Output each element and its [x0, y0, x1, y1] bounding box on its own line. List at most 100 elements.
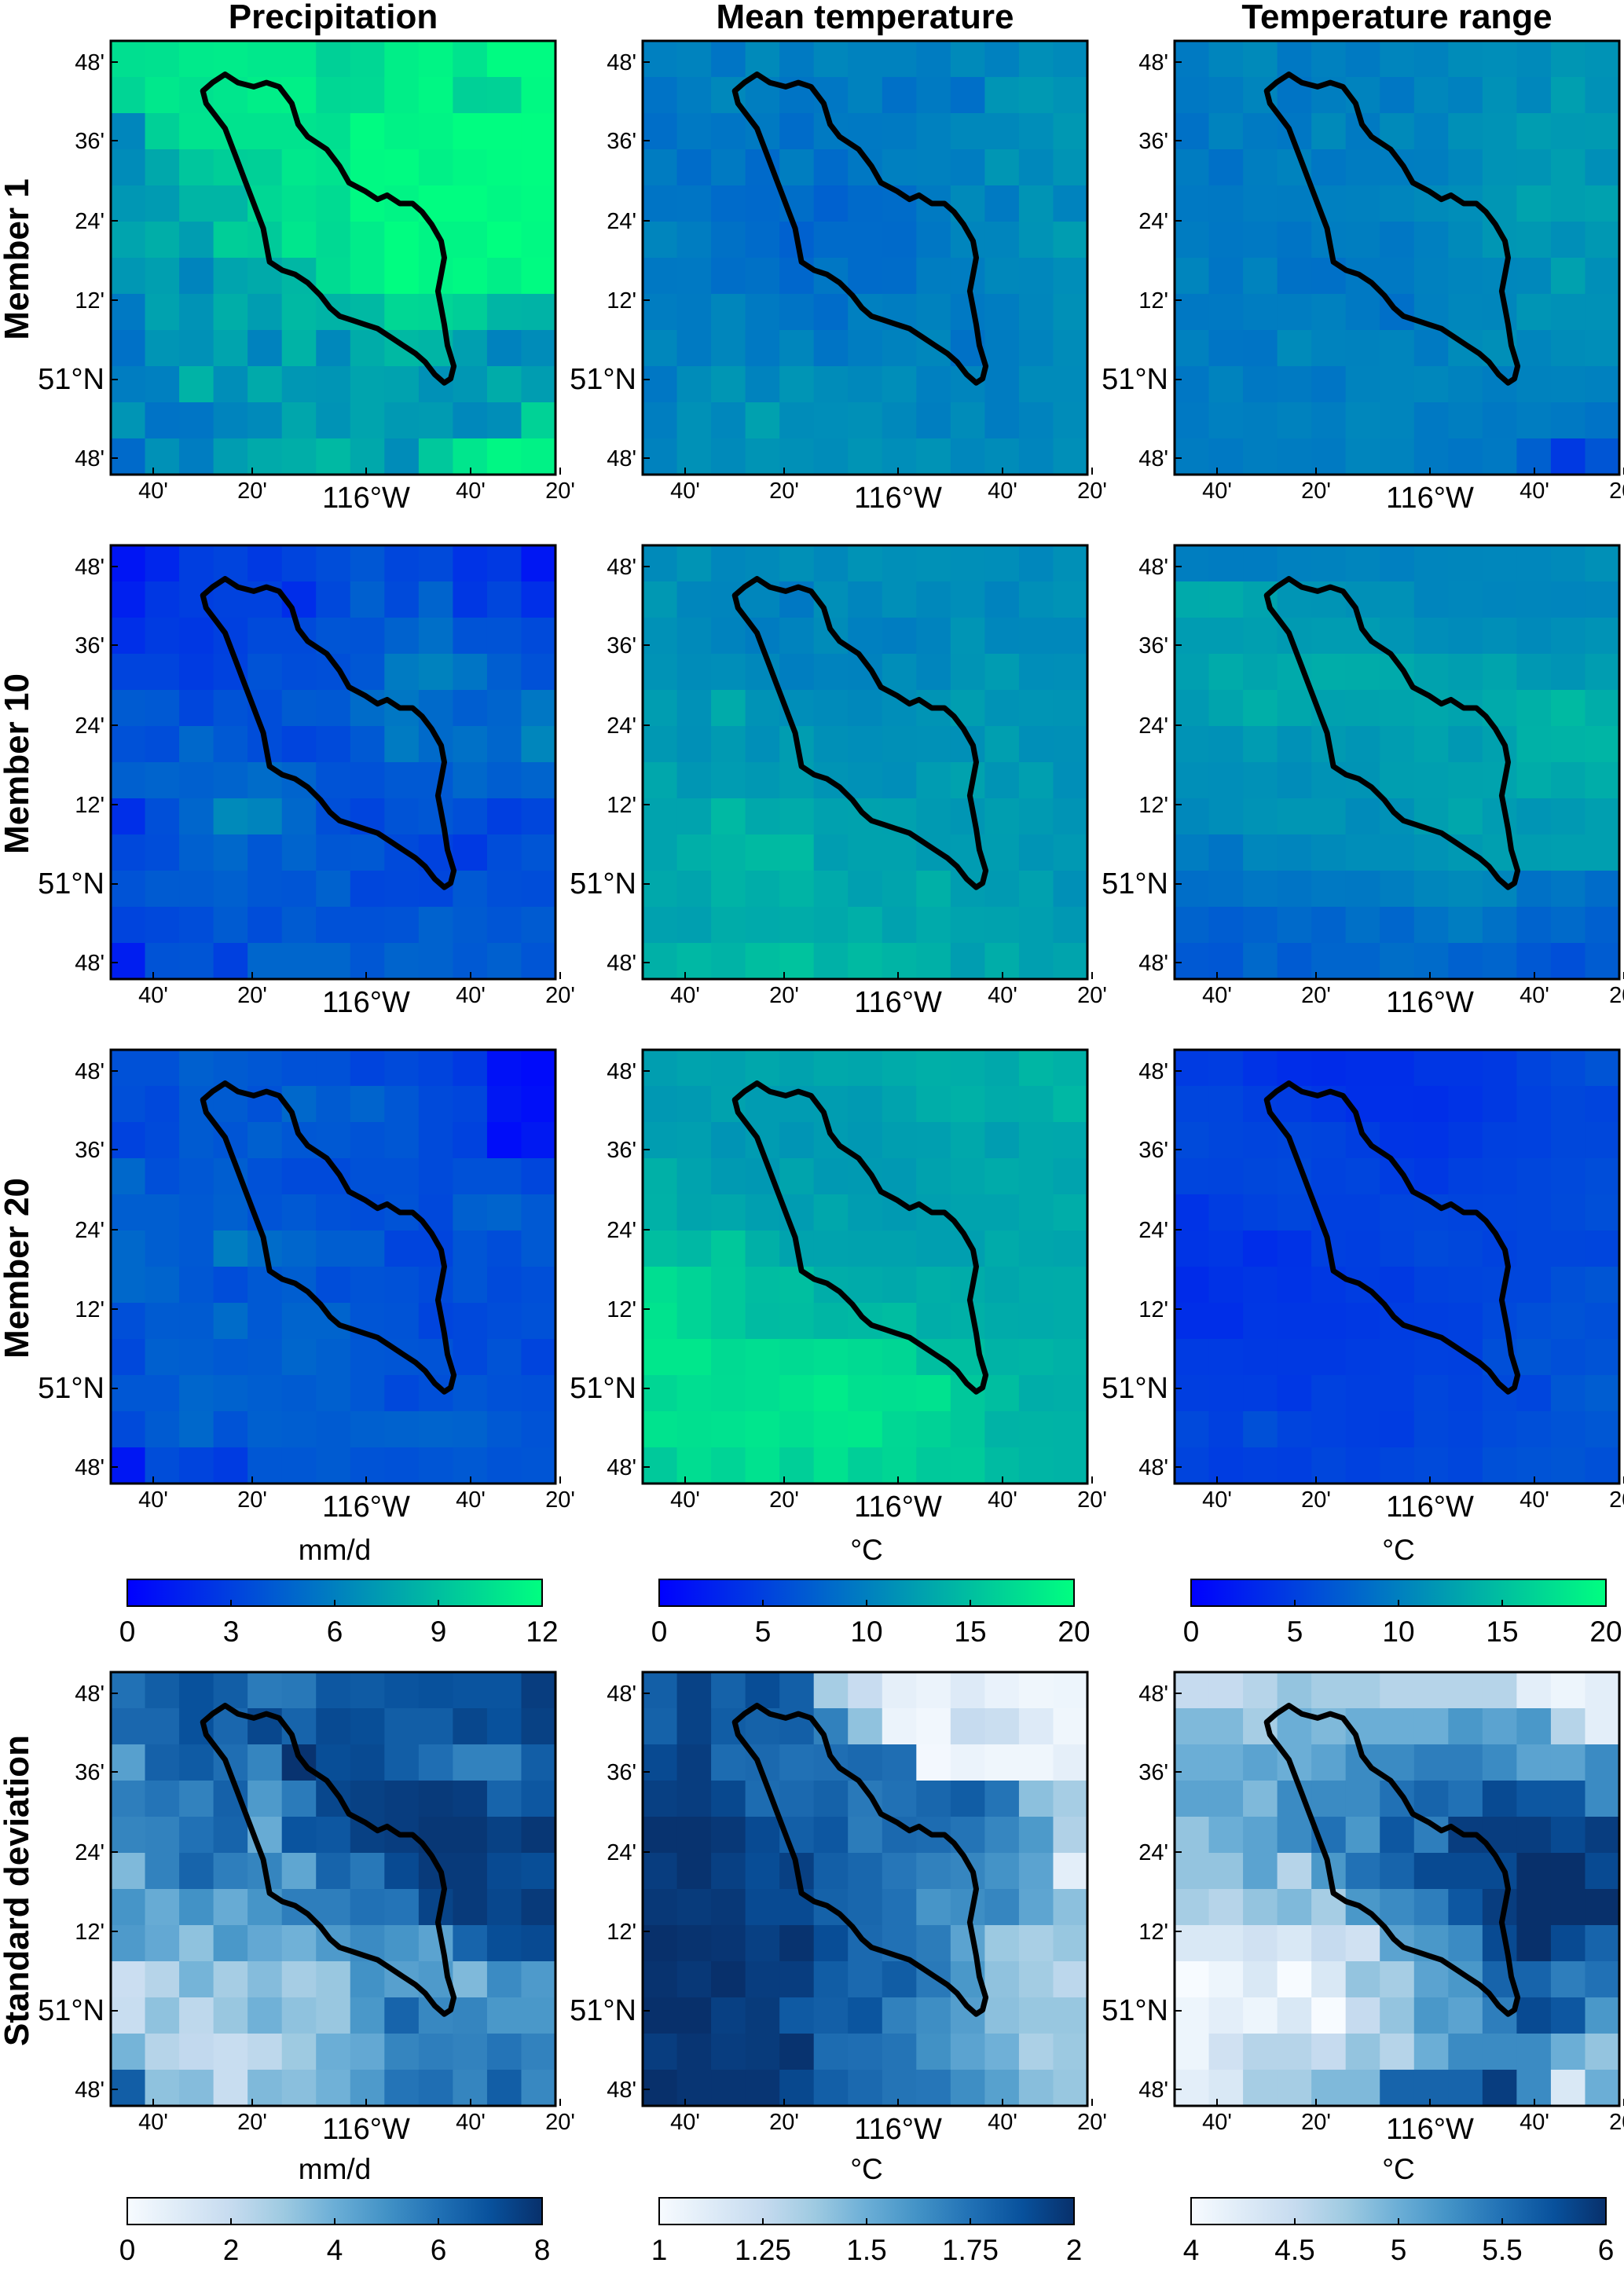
heatmap-cell: [1482, 402, 1517, 439]
colorbar-tick-label: 9: [431, 1616, 447, 1648]
heatmap-cell: [984, 258, 1020, 295]
x-tick-label: 116°W: [322, 1491, 410, 1524]
heatmap-cell: [213, 1997, 248, 2034]
colorbar-tick-label: 15: [1486, 1616, 1518, 1648]
heatmap-cell: [384, 1122, 420, 1159]
heatmap-cell: [1053, 113, 1088, 150]
heatmap-cell: [643, 1961, 678, 1998]
heatmap-cell: [418, 1744, 453, 1781]
heatmap-cell: [1550, 1158, 1586, 1195]
heatmap-cell: [486, 1086, 522, 1123]
heatmap-cell: [1018, 1086, 1054, 1123]
heatmap-cell: [350, 1781, 385, 1817]
heatmap-cell: [676, 1267, 712, 1304]
heatmap-cell: [779, 834, 815, 871]
heatmap-cell: [813, 1158, 849, 1195]
colorbar-tick-label: 2: [223, 2234, 240, 2266]
heatmap-cell: [384, 1853, 420, 1890]
heatmap-cell: [1243, 1339, 1278, 1376]
heatmap-cell: [453, 1853, 488, 1890]
heatmap-cell: [1516, 1086, 1552, 1123]
heatmap-cell: [111, 1817, 146, 1854]
heatmap-cell: [486, 1853, 522, 1890]
heatmap-cell: [779, 1961, 815, 1998]
heatmap-cell: [247, 943, 283, 980]
heatmap-cell: [813, 545, 849, 582]
heatmap-cell: [453, 1339, 488, 1376]
heatmap-cell: [1277, 402, 1312, 439]
heatmap-cell: [813, 1303, 849, 1340]
heatmap-cell: [1243, 294, 1278, 331]
heatmap-cell: [813, 1961, 849, 1998]
heatmap-cell: [984, 907, 1020, 944]
heatmap-cell: [521, 2034, 556, 2070]
heatmap-cell: [848, 943, 883, 980]
colorbar-tick-label: 10: [850, 1616, 882, 1648]
heatmap-cell: [1448, 222, 1483, 259]
heatmap-cell: [486, 907, 522, 944]
heatmap-cell: [1448, 1744, 1483, 1781]
heatmap-cell: [213, 871, 248, 908]
heatmap-cell: [247, 113, 283, 150]
heatmap-cell: [1311, 258, 1347, 295]
heatmap-cell: [1516, 1231, 1552, 1267]
colorbar-unit-label: °C: [850, 1534, 883, 1566]
heatmap-cell: [1053, 1961, 1088, 1998]
heatmap-cell: [779, 1744, 815, 1781]
heatmap-cell: [453, 77, 488, 114]
heatmap-cell: [213, 726, 248, 763]
colorbar-tick-label: 4: [327, 2234, 343, 2266]
heatmap-cell: [882, 1231, 917, 1267]
heatmap-cell: [1175, 1744, 1210, 1781]
column-title-mean-temperature: Mean temperature: [716, 0, 1014, 36]
heatmap-cell: [1345, 798, 1380, 835]
heatmap-cell: [676, 1158, 712, 1195]
heatmap-cell: [111, 654, 146, 691]
heatmap-cell: [316, 581, 351, 618]
heatmap-cell: [1175, 1086, 1210, 1123]
x-tick-label: 40': [1520, 479, 1549, 504]
heatmap-cell: [145, 402, 180, 439]
heatmap-cell: [779, 149, 815, 186]
heatmap-cell: [145, 618, 180, 655]
heatmap-cell: [486, 726, 522, 763]
y-tick-label: 51°N: [1102, 363, 1168, 396]
heatmap-cell: [453, 871, 488, 908]
x-tick-label: 40': [1202, 2110, 1232, 2135]
heatmap-cell: [316, 2034, 351, 2070]
heatmap-cell: [384, 438, 420, 475]
heatmap-cell: [1018, 77, 1054, 114]
y-tick-label: 48': [75, 1059, 104, 1084]
heatmap-cell: [145, 1411, 180, 1448]
heatmap-cell: [916, 1303, 951, 1340]
heatmap-cell: [1277, 1050, 1312, 1087]
heatmap-cell: [281, 654, 317, 691]
heatmap-cell: [1380, 1194, 1415, 1231]
heatmap-cell: [848, 581, 883, 618]
heatmap-cell: [1018, 438, 1054, 475]
heatmap-cell: [1550, 581, 1586, 618]
heatmap-cell: [1380, 1267, 1415, 1304]
titles: Precipitation Mean temperature Temperatu…: [0, 0, 1553, 2046]
heatmap-cell: [813, 834, 849, 871]
heatmap-cell: [1053, 1122, 1088, 1159]
heatmap-cell: [486, 545, 522, 582]
heatmap-cell: [1482, 618, 1517, 655]
x-tick-label: 40': [1520, 983, 1549, 1008]
heatmap-cell: [1243, 1997, 1278, 2034]
heatmap-cell: [486, 77, 522, 114]
heatmap-cell: [1585, 1708, 1620, 1745]
basin-outline: [1263, 576, 1521, 890]
heatmap-cell: [984, 1194, 1020, 1231]
heatmap-cell: [350, 907, 385, 944]
heatmap-cell: [984, 1708, 1020, 1745]
heatmap-cell: [1243, 1411, 1278, 1448]
heatmap-cell: [916, 1050, 951, 1087]
heatmap-cell: [1311, 2034, 1347, 2070]
heatmap-cell: [213, 41, 248, 78]
heatmap-cell: [1208, 1961, 1244, 1998]
heatmap-cell: [521, 1672, 556, 1709]
heatmap-cell: [418, 1925, 453, 1962]
row-title-member-10: Member 10: [0, 673, 36, 854]
